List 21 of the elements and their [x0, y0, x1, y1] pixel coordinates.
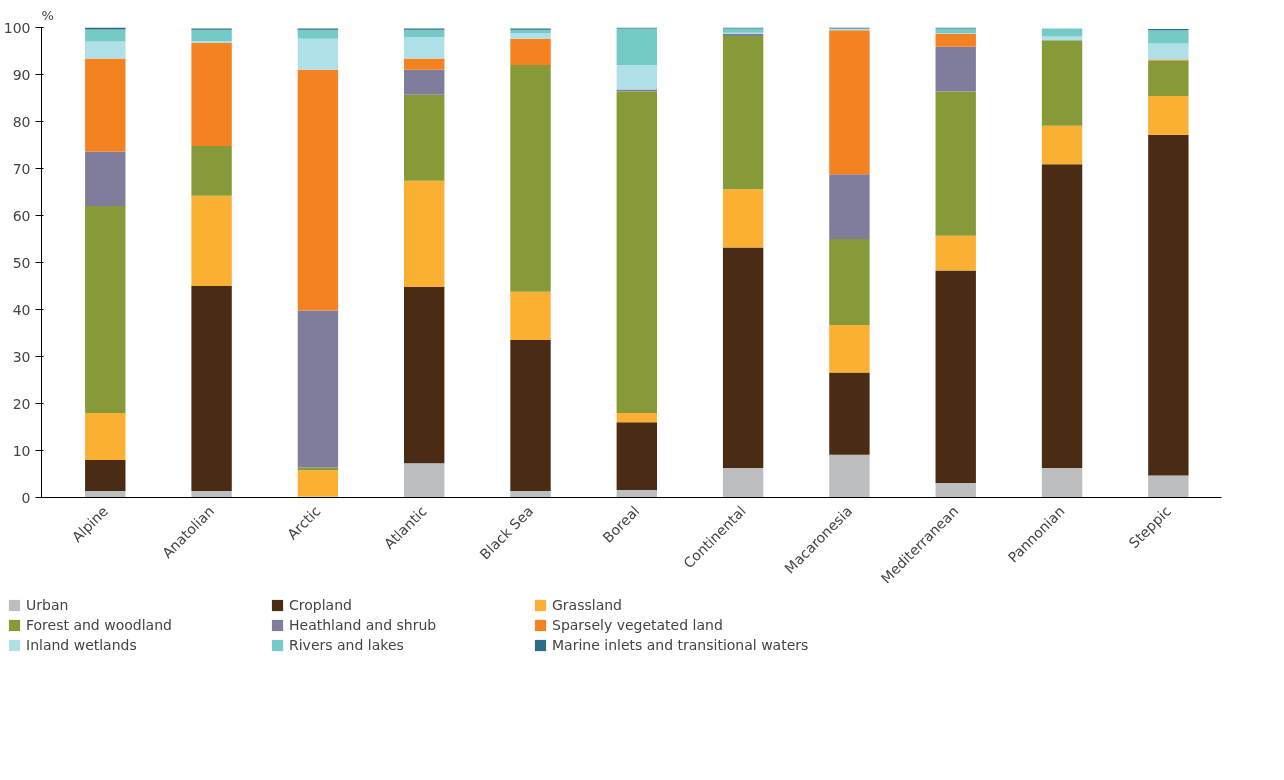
legend-label: Grassland: [552, 597, 623, 613]
y-tick-label: 50: [12, 254, 31, 271]
legend-label: Rivers and lakes: [289, 637, 405, 653]
y-tick-label: 80: [12, 113, 31, 130]
legend-label: Cropland: [289, 597, 353, 613]
y-tick-label: 40: [12, 301, 31, 318]
legend-label: Sparsely vegetated land: [552, 617, 724, 633]
y-axis-title: %: [41, 7, 54, 23]
legend-label: Marine inlets and transitional waters: [552, 637, 809, 653]
y-tick-label: 0: [21, 489, 31, 506]
y-tick-label: 10: [12, 442, 31, 459]
legend-label: Urban: [26, 597, 70, 613]
y-tick-label: 100: [3, 19, 31, 36]
legend-label: Heathland and shrub: [289, 617, 438, 633]
y-tick-label: 60: [12, 207, 31, 224]
y-tick-label: 90: [12, 66, 31, 83]
y-tick-label: 70: [12, 160, 31, 177]
y-tick-label: 30: [12, 348, 31, 365]
y-tick-label: 20: [12, 395, 31, 412]
legend-label: Forest and woodland: [26, 617, 173, 633]
legend-label: Inland wetlands: [26, 637, 138, 653]
